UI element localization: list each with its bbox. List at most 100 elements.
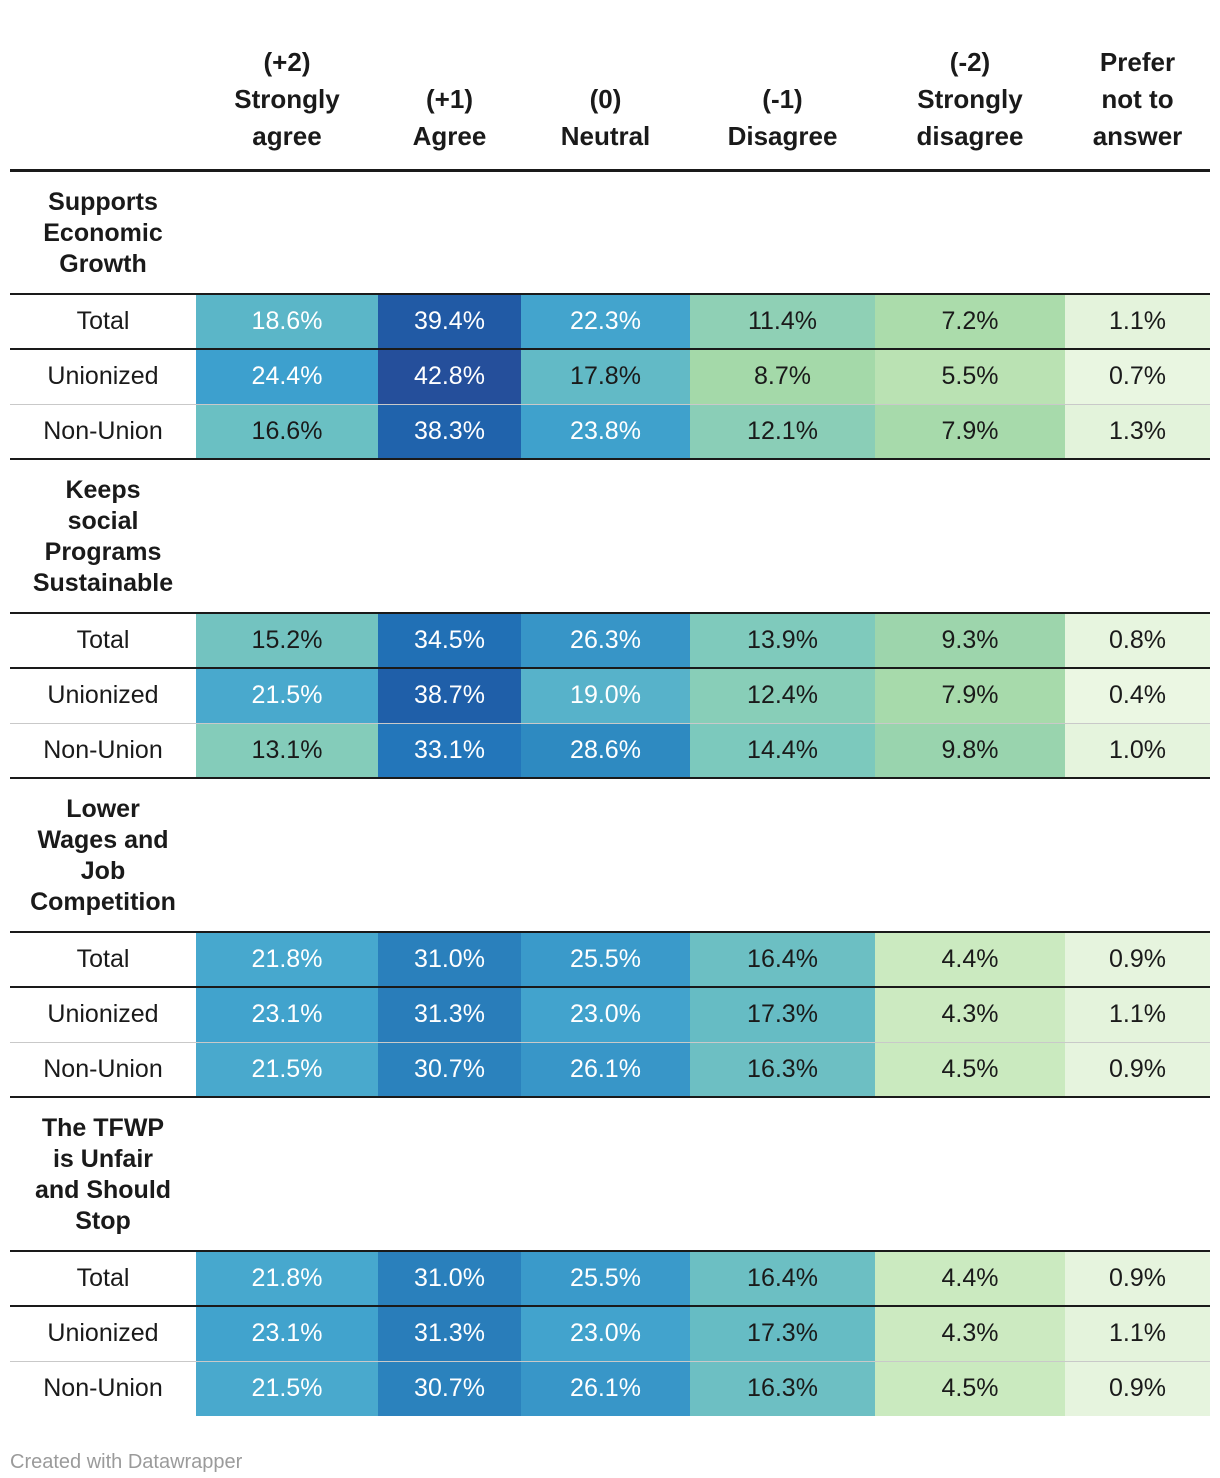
heatmap-cell: 23.0%	[521, 1306, 690, 1362]
table-row: Unionized 24.4% 42.8% 17.8% 8.7% 5.5% 0.7%	[10, 349, 1210, 405]
table-row: Unionized 21.5% 38.7% 19.0% 12.4% 7.9% 0.4%	[10, 668, 1210, 724]
heatmap-cell: 18.6%	[196, 293, 378, 350]
row-label: Non-Union	[10, 1042, 196, 1097]
column-header-2: (+1) Agree	[378, 0, 521, 172]
section-title: Supports Economic Growth	[10, 170, 196, 294]
section-title-spacer	[1065, 458, 1210, 613]
section-title-spacer	[1065, 1096, 1210, 1251]
table-row: Non-Union 21.5% 30.7% 26.1% 16.3% 4.5% 0.9%	[10, 1042, 1210, 1097]
section-title-spacer	[875, 170, 1065, 294]
heatmap-cell: 16.4%	[690, 1250, 875, 1307]
row-label: Non-Union	[10, 723, 196, 778]
heatmap-cell: 17.3%	[690, 987, 875, 1043]
heatmap-cell: 16.3%	[690, 1042, 875, 1097]
heatmap-cell: 14.4%	[690, 723, 875, 778]
section-title: Lower Wages and Job Competition	[10, 777, 196, 932]
heatmap-cell: 11.4%	[690, 293, 875, 350]
heatmap-cell: 16.4%	[690, 931, 875, 988]
heatmap-cell: 0.9%	[1065, 1361, 1210, 1416]
heatmap-cell: 38.3%	[378, 404, 521, 459]
column-header-6: Prefer not to answer	[1065, 0, 1210, 172]
heatmap-cell: 1.1%	[1065, 987, 1210, 1043]
heatmap-cell: 0.7%	[1065, 349, 1210, 405]
heatmap-cell: 0.4%	[1065, 668, 1210, 724]
heatmap-cell: 24.4%	[196, 349, 378, 405]
section-title-spacer	[875, 458, 1065, 613]
heatmap-cell: 13.9%	[690, 612, 875, 669]
section-title-spacer	[875, 1096, 1065, 1251]
heatmap-cell: 39.4%	[378, 293, 521, 350]
heatmap-cell: 21.5%	[196, 1042, 378, 1097]
heatmap-cell: 12.4%	[690, 668, 875, 724]
heatmap-cell: 23.0%	[521, 987, 690, 1043]
row-label: Unionized	[10, 987, 196, 1043]
heatmap-cell: 30.7%	[378, 1361, 521, 1416]
heatmap-cell: 28.6%	[521, 723, 690, 778]
heatmap-cell: 16.6%	[196, 404, 378, 459]
section-title-row: Lower Wages and Job Competition	[10, 777, 1210, 932]
section-title-spacer	[521, 170, 690, 294]
heatmap-cell: 4.5%	[875, 1042, 1065, 1097]
heatmap-cell: 42.8%	[378, 349, 521, 405]
heatmap-cell: 26.3%	[521, 612, 690, 669]
table-row: Total 21.8% 31.0% 25.5% 16.4% 4.4% 0.9%	[10, 1250, 1210, 1307]
section-title-row: Keeps social Programs Sustainable	[10, 458, 1210, 613]
section-title-row: Supports Economic Growth	[10, 170, 1210, 294]
heatmap-cell: 7.9%	[875, 404, 1065, 459]
row-label: Unionized	[10, 349, 196, 405]
column-header-4: (-1) Disagree	[690, 0, 875, 172]
heatmap-cell: 23.8%	[521, 404, 690, 459]
section-title-spacer	[690, 458, 875, 613]
heatmap-cell: 8.7%	[690, 349, 875, 405]
heatmap-cell: 33.1%	[378, 723, 521, 778]
heatmap-cell: 0.9%	[1065, 1042, 1210, 1097]
column-header-3: (0) Neutral	[521, 0, 690, 172]
datawrapper-credit[interactable]: Created with Datawrapper	[10, 1450, 1220, 1474]
heatmap-cell: 4.3%	[875, 1306, 1065, 1362]
section-title-spacer	[378, 458, 521, 613]
section-title-row: The TFWP is Unfair and Should Stop	[10, 1096, 1210, 1251]
heatmap-cell: 0.9%	[1065, 1250, 1210, 1307]
section-title-spacer	[521, 458, 690, 613]
heatmap-cell: 22.3%	[521, 293, 690, 350]
table-row: Total 21.8% 31.0% 25.5% 16.4% 4.4% 0.9%	[10, 931, 1210, 988]
section-title-spacer	[690, 170, 875, 294]
section-title-spacer	[378, 1096, 521, 1251]
section-title-spacer	[196, 777, 378, 932]
section-title-spacer	[196, 170, 378, 294]
heatmap-cell: 23.1%	[196, 1306, 378, 1362]
row-label: Non-Union	[10, 404, 196, 459]
section-title: The TFWP is Unfair and Should Stop	[10, 1096, 196, 1251]
heatmap-cell: 1.1%	[1065, 1306, 1210, 1362]
row-label: Total	[10, 293, 196, 350]
section-title-spacer	[1065, 777, 1210, 932]
heatmap-cell: 0.8%	[1065, 612, 1210, 669]
table-body: Supports Economic Growth Total 18.6% 39.4% 22.…	[10, 170, 1210, 1416]
heatmap-cell: 4.5%	[875, 1361, 1065, 1416]
heatmap-cell: 31.3%	[378, 1306, 521, 1362]
section-title-spacer	[521, 1096, 690, 1251]
heatmap-cell: 9.8%	[875, 723, 1065, 778]
section-title-spacer	[690, 777, 875, 932]
table-row: Unionized 23.1% 31.3% 23.0% 17.3% 4.3% 1.1%	[10, 1306, 1210, 1362]
heatmap-cell: 7.9%	[875, 668, 1065, 724]
heatmap-cell: 19.0%	[521, 668, 690, 724]
survey-heatmap-table: (+2) Strongly agree (+1) Agree (0) Neutral (-1)…	[10, 0, 1210, 1416]
heatmap-cell: 26.1%	[521, 1361, 690, 1416]
heatmap-cell: 21.5%	[196, 1361, 378, 1416]
section-title-spacer	[196, 1096, 378, 1251]
heatmap-cell: 17.3%	[690, 1306, 875, 1362]
heatmap-cell: 13.1%	[196, 723, 378, 778]
heatmap-cell: 9.3%	[875, 612, 1065, 669]
heatmap-cell: 17.8%	[521, 349, 690, 405]
row-label: Total	[10, 612, 196, 669]
datawrapper-credit-label[interactable]: Created with Datawrapper	[10, 1451, 243, 1473]
table-row: Non-Union 21.5% 30.7% 26.1% 16.3% 4.5% 0.9%	[10, 1361, 1210, 1416]
header-row: (+2) Strongly agree (+1) Agree (0) Neutral (-1)…	[10, 0, 1210, 172]
heatmap-cell: 0.9%	[1065, 931, 1210, 988]
heatmap-cell: 31.0%	[378, 1250, 521, 1307]
corner-header	[10, 0, 196, 172]
heatmap-table-container: (+2) Strongly agree (+1) Agree (0) Neutral (-1)…	[10, 0, 1210, 1416]
table-row: Total 15.2% 34.5% 26.3% 13.9% 9.3% 0.8%	[10, 612, 1210, 669]
row-label: Total	[10, 1250, 196, 1307]
